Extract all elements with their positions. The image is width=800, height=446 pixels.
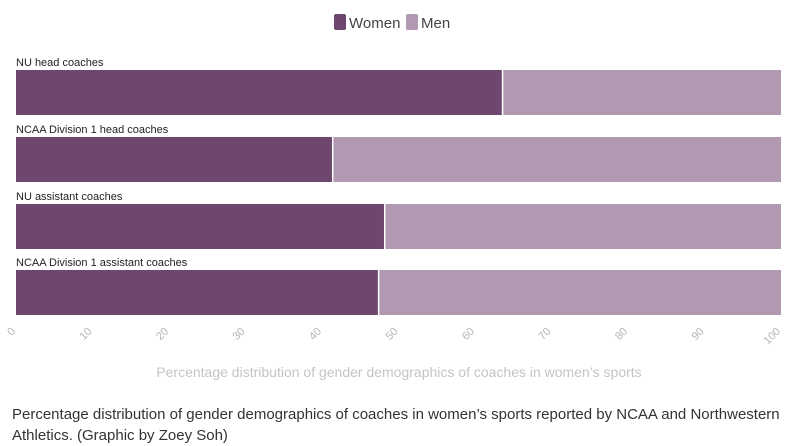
bar-women-nu-assistant-coaches — [16, 204, 385, 249]
stacked-bar-chart: Women Men NU head coaches NCAA Division 1 … — [5, 14, 783, 380]
x-tick-label-80: 80 — [613, 326, 630, 343]
bar-men-nu-assistant-coaches — [384, 204, 781, 249]
x-tick-label-20: 20 — [154, 326, 171, 343]
bar-men-nu-head-coaches — [502, 70, 781, 115]
bar-women-nu-head-coaches — [16, 70, 503, 115]
legend-label-women: Women — [349, 15, 400, 32]
category-label-nu-head-coaches: NU head coaches — [16, 57, 104, 69]
figure-caption: Percentage distribution of gender demogr… — [12, 406, 780, 444]
x-tick-label-0: 0 — [5, 326, 18, 339]
bar-women-ncaa-division-1-assistant-coaches — [16, 270, 379, 315]
bar-women-ncaa-division-1-head-coaches — [16, 137, 333, 182]
legend: Women Men — [334, 14, 450, 32]
chart-area: Women Men NU head coaches NCAA Division 1 … — [5, 14, 783, 380]
x-axis-title: Percentage distribution of gender demogr… — [156, 364, 641, 380]
x-tick-label-50: 50 — [383, 326, 400, 343]
bar-men-ncaa-division-1-assistant-coaches — [378, 270, 781, 315]
x-axis: 0 10 20 30 40 50 60 70 80 90 100 — [5, 326, 783, 347]
x-tick-label-10: 10 — [77, 326, 94, 343]
x-tick-label-70: 70 — [536, 326, 553, 343]
x-tick-label-60: 60 — [460, 326, 477, 343]
category-label-nu-assistant-coaches: NU assistant coaches — [16, 191, 123, 203]
x-tick-label-90: 90 — [689, 326, 706, 343]
x-tick-label-100: 100 — [762, 326, 783, 347]
category-label-ncaa-division-1-assistant-coaches: NCAA Division 1 assistant coaches — [16, 257, 188, 269]
legend-swatch-men — [406, 14, 418, 30]
x-tick-label-30: 30 — [230, 326, 247, 343]
x-tick-label-40: 40 — [307, 326, 324, 343]
category-label-ncaa-division-1-head-coaches: NCAA Division 1 head coaches — [16, 124, 169, 136]
legend-swatch-women — [334, 14, 346, 30]
legend-label-men: Men — [421, 15, 450, 32]
bars: NU head coaches NCAA Division 1 head coac… — [16, 57, 781, 315]
bar-men-ncaa-division-1-head-coaches — [332, 137, 781, 182]
